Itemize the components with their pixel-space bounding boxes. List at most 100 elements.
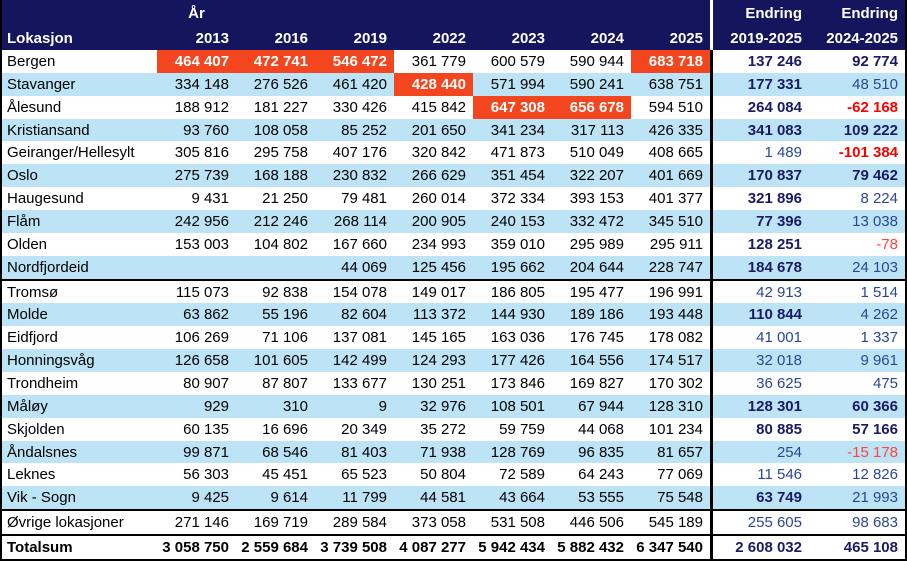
year-cell[interactable]: 647 308 xyxy=(473,95,552,119)
year-cell[interactable]: 124 293 xyxy=(411,352,466,370)
year-cell[interactable]: 174 517 xyxy=(648,352,703,370)
year-cell[interactable]: 683 718 xyxy=(631,50,710,73)
year-cell[interactable]: 638 751 xyxy=(648,75,703,93)
year-cell[interactable]: 126 658 xyxy=(174,352,229,370)
year-cell[interactable]: 106 269 xyxy=(174,329,229,347)
year-cell[interactable]: 35 272 xyxy=(420,420,466,438)
endring-cell[interactable]: 128 301 xyxy=(747,397,802,415)
year-cell[interactable]: 92 838 xyxy=(262,283,308,301)
endring-cell[interactable]: 109 222 xyxy=(843,121,898,139)
year-cell[interactable]: 3 058 750 xyxy=(162,538,229,556)
year-cell[interactable]: 464 407 xyxy=(157,50,236,73)
endring-2024-2025-header[interactable]: Endring xyxy=(841,5,898,22)
year-cell[interactable]: 71 106 xyxy=(262,329,308,347)
year-cell[interactable]: 590 944 xyxy=(569,52,624,70)
year-cell[interactable]: 115 073 xyxy=(175,283,229,301)
endring-cell[interactable]: 170 837 xyxy=(747,167,802,185)
year-cell[interactable]: 188 912 xyxy=(174,98,229,116)
endring-cell[interactable]: 4 262 xyxy=(860,306,898,324)
year-cell[interactable]: 153 003 xyxy=(174,235,229,253)
year-cell[interactable]: 20 349 xyxy=(341,420,387,438)
year-cell[interactable]: 101 605 xyxy=(253,352,308,370)
endring-cell[interactable]: 60 366 xyxy=(852,397,898,415)
year-cell[interactable]: 125 456 xyxy=(411,258,466,276)
year-cell[interactable]: 320 842 xyxy=(411,144,466,162)
year-header-2023[interactable]: 2023 xyxy=(511,30,545,47)
year-cell[interactable]: 80 907 xyxy=(183,374,229,392)
endring-cell[interactable]: 92 774 xyxy=(852,52,898,70)
year-cell[interactable]: 53 555 xyxy=(578,489,624,507)
year-cell[interactable]: 471 873 xyxy=(490,144,545,162)
year-cell[interactable]: 401 669 xyxy=(648,167,703,185)
year-cell[interactable]: 81 403 xyxy=(341,443,387,461)
year-cell[interactable]: 67 944 xyxy=(578,397,624,415)
endring-cell[interactable]: 264 084 xyxy=(747,98,802,116)
year-cell[interactable]: 5 942 434 xyxy=(478,538,545,556)
location-cell[interactable]: Honningsvåg xyxy=(7,352,95,370)
year-cell[interactable]: 99 871 xyxy=(183,443,229,461)
endring-cell[interactable]: 42 913 xyxy=(756,283,802,301)
year-cell[interactable]: 68 546 xyxy=(262,443,308,461)
year-cell[interactable]: 546 472 xyxy=(315,50,394,73)
year-cell[interactable]: 372 334 xyxy=(490,190,545,208)
endring-cell[interactable]: 13 038 xyxy=(852,212,898,230)
year-cell[interactable]: 393 153 xyxy=(569,190,624,208)
year-cell[interactable]: 113 372 xyxy=(412,306,466,324)
year-cell[interactable]: 93 760 xyxy=(183,121,229,139)
year-cell[interactable]: 195 662 xyxy=(490,258,545,276)
location-cell[interactable]: Molde xyxy=(7,306,48,324)
year-cell[interactable]: 204 644 xyxy=(569,258,624,276)
year-cell[interactable]: 32 976 xyxy=(420,397,466,415)
year-header-2022[interactable]: 2022 xyxy=(432,30,466,47)
year-cell[interactable]: 361 779 xyxy=(411,52,466,70)
year-cell[interactable]: 415 842 xyxy=(411,98,466,116)
endring-cell[interactable]: 79 462 xyxy=(852,167,898,185)
endring-cell[interactable]: 1 337 xyxy=(860,329,898,347)
year-cell[interactable]: 154 078 xyxy=(332,283,387,301)
location-cell[interactable]: Trondheim xyxy=(7,374,79,392)
year-cell[interactable]: 271 146 xyxy=(174,514,229,532)
year-cell[interactable]: 149 017 xyxy=(411,283,466,301)
year-cell[interactable]: 345 510 xyxy=(648,212,703,230)
endring-cell[interactable]: 465 108 xyxy=(843,538,898,556)
year-cell[interactable]: 130 251 xyxy=(411,374,466,392)
year-header-2024[interactable]: 2024 xyxy=(590,30,624,47)
year-cell[interactable]: 275 739 xyxy=(174,167,229,185)
year-cell[interactable]: 145 165 xyxy=(411,329,466,347)
endring-cell[interactable]: 98 683 xyxy=(852,514,898,532)
endring-cell[interactable]: 2 608 032 xyxy=(735,538,802,556)
year-cell[interactable]: 21 250 xyxy=(262,190,308,208)
year-cell[interactable]: 590 241 xyxy=(569,75,624,93)
year-cell[interactable]: 11 799 xyxy=(342,489,387,507)
year-cell[interactable]: 407 176 xyxy=(332,144,387,162)
year-cell[interactable]: 289 584 xyxy=(332,514,387,532)
year-cell[interactable]: 81 657 xyxy=(657,443,703,461)
endring-cell[interactable]: 77 396 xyxy=(756,212,802,230)
year-cell[interactable]: 9 614 xyxy=(270,489,308,507)
year-cell[interactable]: 4 087 277 xyxy=(399,538,466,556)
year-cell[interactable]: 461 420 xyxy=(332,75,387,93)
year-cell[interactable]: 545 189 xyxy=(648,514,703,532)
year-cell[interactable]: 173 846 xyxy=(490,374,545,392)
year-cell[interactable]: 426 335 xyxy=(648,121,703,139)
location-cell[interactable]: Haugesund xyxy=(7,190,84,208)
year-cell[interactable]: 334 148 xyxy=(174,75,229,93)
year-cell[interactable]: 401 377 xyxy=(648,190,703,208)
year-cell[interactable]: 201 650 xyxy=(411,121,466,139)
year-cell[interactable]: 128 310 xyxy=(648,397,703,415)
endring-cell[interactable]: 57 166 xyxy=(852,420,898,438)
year-cell[interactable]: 266 629 xyxy=(411,167,466,185)
endring-2024-2025-subheader[interactable]: 2024-2025 xyxy=(826,30,898,47)
year-cell[interactable]: 108 058 xyxy=(253,121,308,139)
year-cell[interactable]: 169 719 xyxy=(253,514,308,532)
year-cell[interactable]: 408 665 xyxy=(648,144,703,162)
endring-cell[interactable]: 255 605 xyxy=(747,514,802,532)
year-cell[interactable]: 212 246 xyxy=(253,212,308,230)
endring-cell[interactable]: 137 246 xyxy=(747,52,802,70)
endring-cell[interactable]: 254 xyxy=(776,443,802,461)
year-cell[interactable]: 200 905 xyxy=(411,212,466,230)
year-header-2013[interactable]: 2013 xyxy=(195,30,229,47)
year-cell[interactable]: 71 938 xyxy=(420,443,466,461)
endring-cell[interactable]: 48 510 xyxy=(852,75,898,93)
endring-cell[interactable]: -62 168 xyxy=(847,98,898,116)
